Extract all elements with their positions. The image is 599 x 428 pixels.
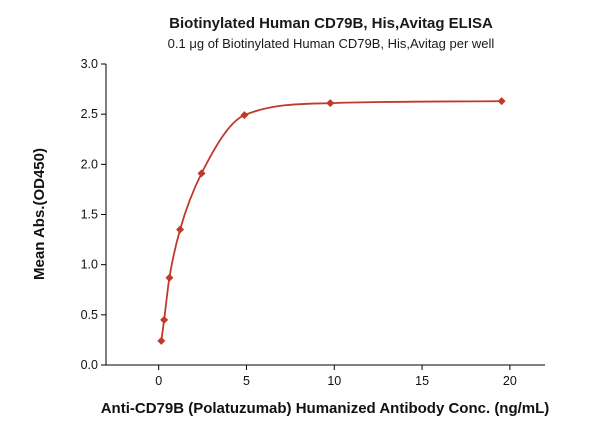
y-tick-label: 2.5 bbox=[81, 107, 98, 121]
y-tick-label: 0.0 bbox=[81, 358, 98, 372]
x-axis-ticks: 0 5 10 15 20 bbox=[155, 365, 517, 388]
data-point bbox=[165, 273, 174, 282]
x-tick-label: 15 bbox=[415, 374, 429, 388]
y-axis-ticks: 0.0 0.5 1.0 1.5 2.0 2.5 3.0 bbox=[81, 57, 106, 372]
data-points bbox=[157, 97, 506, 345]
x-axis-label: Anti-CD79B (Polatuzumab) Humanized Antib… bbox=[101, 400, 550, 417]
data-point bbox=[326, 99, 335, 108]
data-point bbox=[160, 315, 169, 324]
y-tick-label: 1.5 bbox=[81, 208, 98, 222]
fit-curve bbox=[160, 100, 502, 342]
data-point bbox=[176, 225, 185, 234]
y-axis-label: Mean Abs.(OD450) bbox=[31, 148, 48, 280]
y-tick-label: 3.0 bbox=[81, 57, 98, 71]
data-point bbox=[497, 97, 506, 106]
data-point bbox=[157, 336, 166, 345]
x-tick-label: 10 bbox=[327, 374, 341, 388]
data-point bbox=[197, 169, 206, 178]
x-tick-label: 0 bbox=[155, 374, 162, 388]
x-tick-label: 20 bbox=[503, 374, 517, 388]
chart-title: Biotinylated Human CD79B, His,Avitag ELI… bbox=[169, 15, 493, 32]
y-tick-label: 1.0 bbox=[81, 258, 98, 272]
y-tick-label: 2.0 bbox=[81, 157, 98, 171]
x-tick-label: 5 bbox=[243, 374, 250, 388]
data-point bbox=[240, 111, 249, 120]
chart-subtitle: 0.1 μg of Biotinylated Human CD79B, His,… bbox=[168, 36, 495, 51]
y-tick-label: 0.5 bbox=[81, 308, 98, 322]
